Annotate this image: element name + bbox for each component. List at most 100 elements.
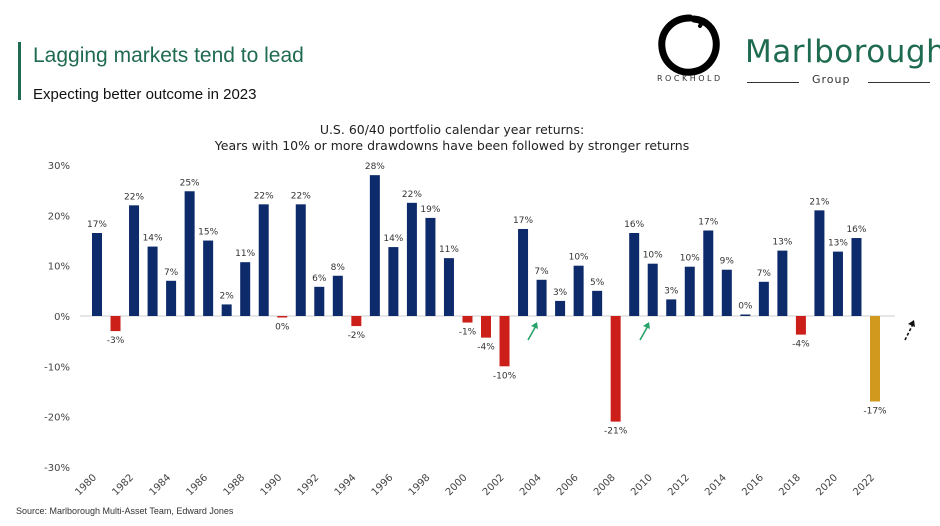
x-tick-label: 2002 [481,472,507,498]
bar-2012 [684,266,695,316]
x-tick-label: 2000 [444,472,470,498]
bar-2005 [555,300,566,316]
x-tick-label: 1994 [333,472,359,498]
data-label-2002: -10% [493,371,517,381]
bar-1993 [332,275,343,316]
bars-group [92,175,880,422]
bar-2000 [462,316,473,323]
bar-2002 [499,316,510,367]
x-tick-label: 1986 [184,472,210,498]
bar-1997 [406,202,417,316]
x-tick-label: 2008 [592,472,618,498]
x-tick-label: 2016 [740,472,766,498]
x-tick-label: 1988 [222,472,248,498]
bar-1989 [258,204,269,316]
data-label-1988: 11% [235,249,255,259]
data-label-2005: 3% [553,288,568,298]
x-tick-label: 1998 [407,472,433,498]
data-labels-group: 17% -3% 22% 14% 7% 25% 15% 2% 11% 22% 0% 22% 6% 8% -2%… [87,162,887,436]
data-label-1991: 22% [291,191,311,201]
y-tick-label: 30% [48,161,70,172]
data-label-2008: -21% [604,427,628,437]
bar-2009 [629,233,640,316]
bar-2001 [481,316,491,338]
marlborough-logo-text: Marlborough [745,34,940,70]
bar-1996 [388,247,399,316]
data-label-1994: -2% [348,331,366,341]
data-label-1990: 0% [275,323,290,333]
data-label-1986: 15% [198,228,218,238]
bar-2015 [740,314,751,316]
bar-2011 [666,299,677,316]
x-tick-label: 2004 [518,472,544,498]
data-label-1983: 14% [143,234,163,244]
arrows-group [527,320,915,341]
y-tick-label: -30% [44,463,70,474]
rockhold-logo-text: ROCKHOLD [657,74,723,83]
data-label-2019: 21% [809,197,829,207]
x-tick-label: 2020 [814,472,840,498]
bar-2006 [573,265,584,316]
x-tick-label: 2012 [666,472,692,498]
headline-accent-bar [18,42,21,100]
data-label-1989: 22% [254,191,274,201]
data-label-2018: -4% [792,340,810,350]
data-label-1982: 22% [124,192,144,202]
logo-divider-left [747,82,799,83]
y-tick-label: 0% [54,312,70,323]
data-label-2012: 10% [680,254,700,264]
data-label-2022: -17% [863,407,887,417]
highlight-arrow-icon [639,322,650,341]
data-label-2017: 13% [772,238,792,248]
data-label-2011: 3% [664,286,679,296]
bar-1980 [92,233,102,316]
x-tick-label: 1980 [73,472,99,498]
bar-2014 [721,269,732,316]
bar-2004 [536,279,547,316]
bar-2019 [814,210,825,316]
data-label-1999: 11% [439,245,459,255]
bar-2021 [851,238,862,316]
data-label-1987: 2% [220,291,235,301]
data-label-2006: 10% [569,253,589,263]
data-label-2020: 13% [828,239,848,249]
page-title: Lagging markets tend to lead [33,44,304,67]
data-label-2001: -4% [477,343,495,353]
bar-1998 [425,217,436,316]
data-label-2015: 0% [738,302,753,312]
data-label-1984: 7% [164,268,179,278]
returns-bar-chart: U.S. 60/40 portfolio calendar year retur… [44,122,915,498]
highlight-arrow-icon [904,320,915,341]
data-label-2016: 7% [757,269,772,279]
x-tick-label: 1996 [370,472,396,498]
data-label-2000: -1% [459,328,477,338]
y-tick-label: 10% [48,262,70,273]
x-tick-label: 1992 [296,472,322,498]
bar-1982 [129,205,140,316]
data-label-1981: -3% [107,336,125,346]
marlborough-group-text: Group [812,73,851,86]
x-tick-label: 2014 [703,472,729,498]
bar-1991 [295,204,306,316]
data-label-1998: 19% [420,205,440,215]
bar-1985 [184,191,195,316]
data-label-1995: 28% [365,162,385,172]
bar-1983 [147,246,158,316]
data-label-1993: 8% [331,263,346,273]
logo-divider-right [868,82,930,83]
source-note: Source: Marlborough Multi-Asset Team, Ed… [16,506,234,516]
data-label-1996: 14% [383,234,403,244]
bar-2018 [795,316,806,335]
y-tick-label: -10% [44,362,70,373]
bar-2016 [758,281,769,316]
data-label-2003: 17% [513,216,533,226]
bar-1986 [203,240,214,316]
data-label-2021: 16% [846,225,866,235]
data-label-2009: 16% [624,220,644,230]
data-label-1985: 25% [180,178,200,188]
bar-2003 [518,228,529,316]
highlight-arrow-icon [527,322,538,341]
x-tick-label: 1990 [259,472,285,498]
bar-2010 [647,263,658,316]
bar-1981 [110,316,121,332]
